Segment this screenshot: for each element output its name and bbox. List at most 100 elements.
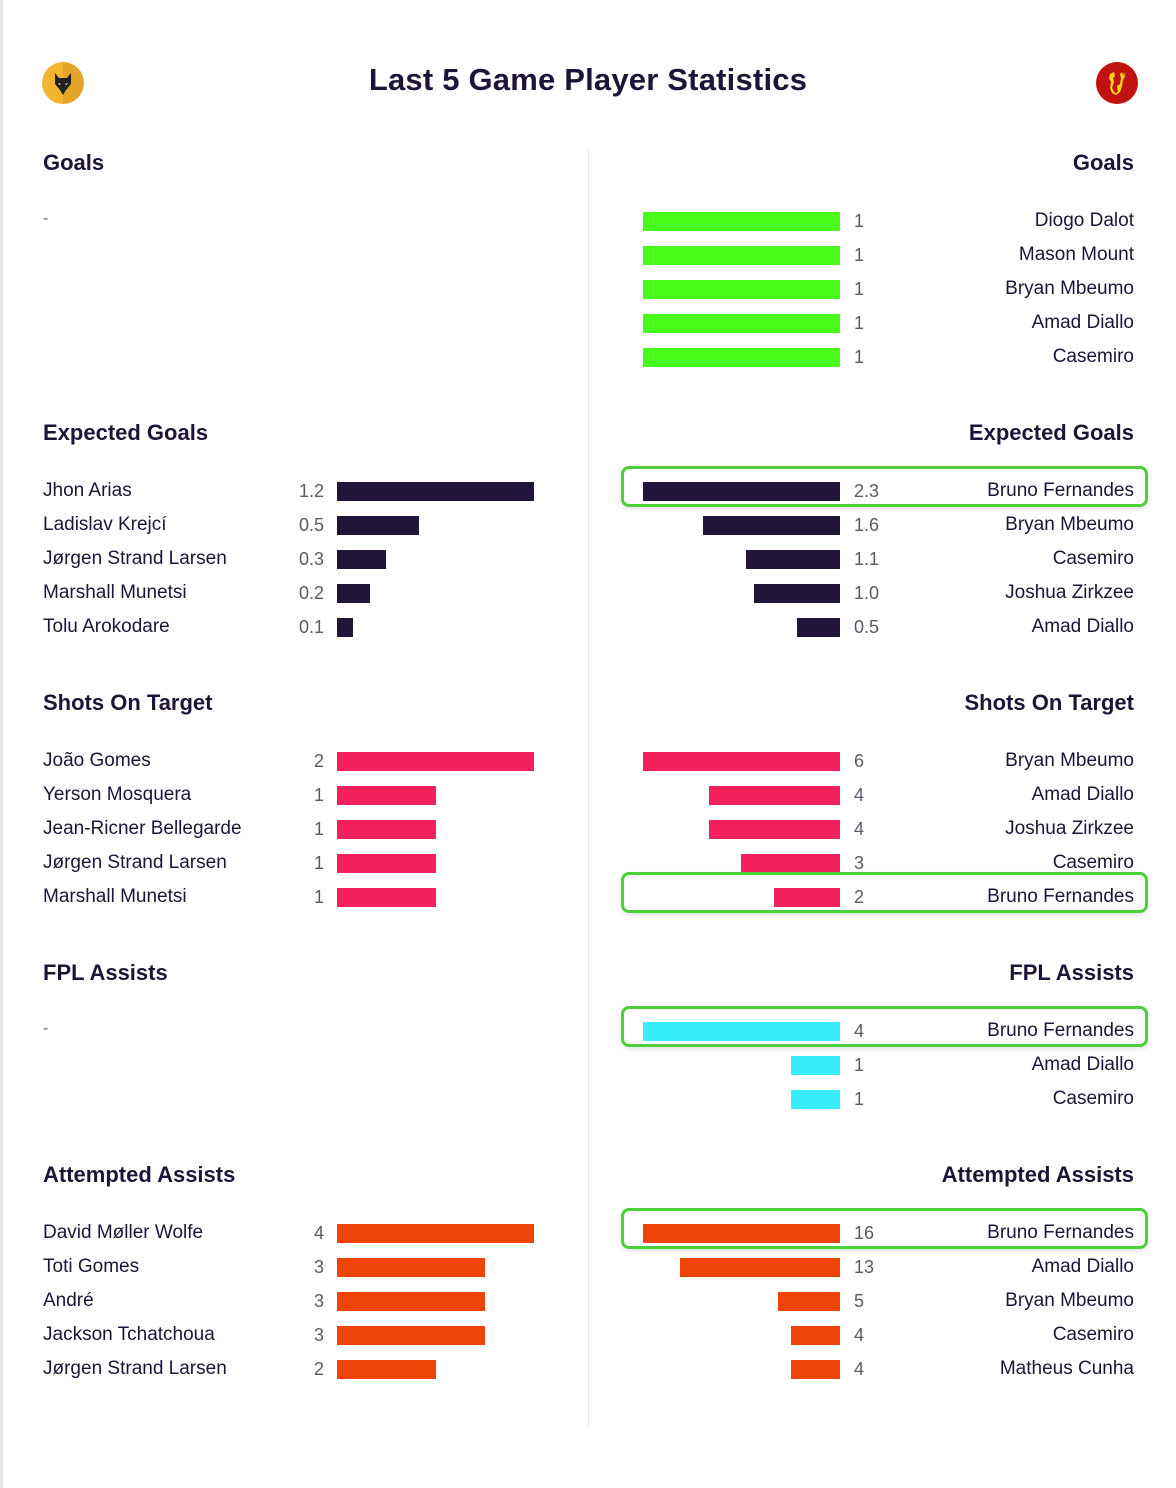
stat-value: 4 [854,1021,865,1041]
player-name: Casemiro [1052,548,1134,569]
player-name: Jhon Arias [43,480,132,501]
player-stat-row: Jackson Tchatchoua 3 [43,1324,543,1358]
stat-bar [337,854,436,873]
player-name: Jørgen Strand Larsen [43,1358,227,1379]
stat-value: 4 [854,1359,865,1379]
highlight-box [621,872,1148,913]
player-name: Bryan Mbeumo [1005,1290,1134,1311]
stat-value: 1.0 [854,583,880,603]
player-name: Ladislav Krejcí [43,514,167,535]
section-title-shots-on-target-left: Shots On Target [43,690,213,715]
player-stat-row: Yerson Mosquera 1 [43,784,543,818]
player-stat-row: Mason Mount 1 [620,244,1152,278]
stat-value: 4 [313,1223,324,1243]
player-stat-row: Jørgen Strand Larsen 2 [43,1358,543,1392]
player-name: Amad Diallo [1031,616,1134,637]
player-stat-row: Ladislav Krejcí 0.5 [43,514,543,548]
highlight-box [621,1006,1148,1047]
stat-bar [337,482,534,501]
stat-bar [337,786,436,805]
player-stat-row: Casemiro 1 [620,1088,1152,1122]
stat-bar [774,888,840,907]
player-name: Matheus Cunha [999,1358,1134,1379]
player-stat-row: Joshua Zirkzee 4 [620,818,1152,852]
highlight-box [621,1208,1148,1249]
stat-value: 1 [854,1089,865,1109]
player-name: Joshua Zirkzee [1005,818,1134,839]
stat-bar [337,516,419,535]
stat-value: 2 [313,751,324,771]
stat-value: 0.2 [298,583,324,603]
stat-bar [746,550,840,569]
stat-bar [703,516,840,535]
section-title-fpl-assists-left: FPL Assists [43,960,168,985]
column-divider [588,148,589,1428]
stat-value: 1.1 [854,549,880,569]
stat-value: 1 [854,279,865,299]
player-stat-row: Jhon Arias 1.2 [43,480,543,514]
player-stat-row: Jørgen Strand Larsen 0.3 [43,548,543,582]
player-name: Jean-Ricner Bellegarde [43,818,242,839]
stat-bar [643,348,840,367]
player-stat-row: João Gomes 2 [43,750,543,784]
player-name: Joshua Zirkzee [1005,582,1134,603]
stat-bar [337,1258,485,1277]
empty-placeholder: - [43,1020,49,1037]
stat-bar [337,1326,485,1345]
page-left-border [0,0,3,1488]
stat-bar [741,854,840,873]
stat-value: 1 [313,785,324,805]
stat-value: 4 [854,1325,865,1345]
player-stat-row: Bruno Fernandes 4 [620,1020,1152,1054]
highlight-box [621,466,1148,507]
stat-bar [791,1360,840,1379]
stat-value: 1 [313,819,324,839]
player-name: Toti Gomes [43,1256,140,1277]
player-stat-row: Matheus Cunha 4 [620,1358,1152,1392]
stat-bar [754,584,840,603]
empty-placeholder: - [43,210,49,227]
stat-value: 0.5 [854,617,880,637]
player-name: Casemiro [1052,1088,1134,1109]
player-name: Bruno Fernandes [987,886,1134,907]
section-title-shots-on-target-right: Shots On Target [964,690,1135,715]
stat-value: 1 [854,245,865,265]
player-stat-row: Casemiro 1 [620,346,1152,380]
stat-bar [643,752,840,771]
player-stat-row: Diogo Dalot 1 [620,210,1152,244]
player-name: Yerson Mosquera [43,784,192,805]
stat-bar [337,618,353,637]
section-title-attempted-assists-right: Attempted Assists [941,1162,1134,1187]
player-name: Diogo Dalot [1034,210,1134,231]
stat-value: 2.3 [854,481,880,501]
player-name: Amad Diallo [1031,1256,1134,1277]
stat-bar [643,1022,840,1041]
section-title-goals-left: Goals [43,150,105,175]
stat-value: 16 [854,1223,875,1243]
player-stat-row: Amad Diallo 1 [620,1054,1152,1088]
stat-value: 1 [313,887,324,907]
stat-value: 4 [854,785,865,805]
player-stat-row: Bryan Mbeumo 1 [620,278,1152,312]
player-stat-row: Amad Diallo 0.5 [620,616,1152,650]
player-name: Jackson Tchatchoua [43,1324,215,1345]
player-name: Jørgen Strand Larsen [43,852,227,873]
stat-value: 3 [313,1291,324,1311]
player-name: Casemiro [1052,346,1134,367]
stat-value: 2 [854,887,865,907]
player-name: Tolu Arokodare [43,616,170,637]
stat-bar [337,550,386,569]
stat-bar [337,752,534,771]
stat-bar [643,314,840,333]
player-name: Bruno Fernandes [987,480,1134,501]
player-name: João Gomes [43,750,151,771]
player-name: Casemiro [1052,1324,1134,1345]
stat-value: 1 [313,853,324,873]
player-name: Marshall Munetsi [43,886,187,907]
stat-value: 1 [854,211,865,231]
stat-bar [791,1326,840,1345]
player-stat-row: Amad Diallo 4 [620,784,1152,818]
stat-value: 3 [854,853,865,873]
player-name: Bryan Mbeumo [1005,514,1134,535]
player-stat-row: Casemiro 3 [620,852,1152,886]
